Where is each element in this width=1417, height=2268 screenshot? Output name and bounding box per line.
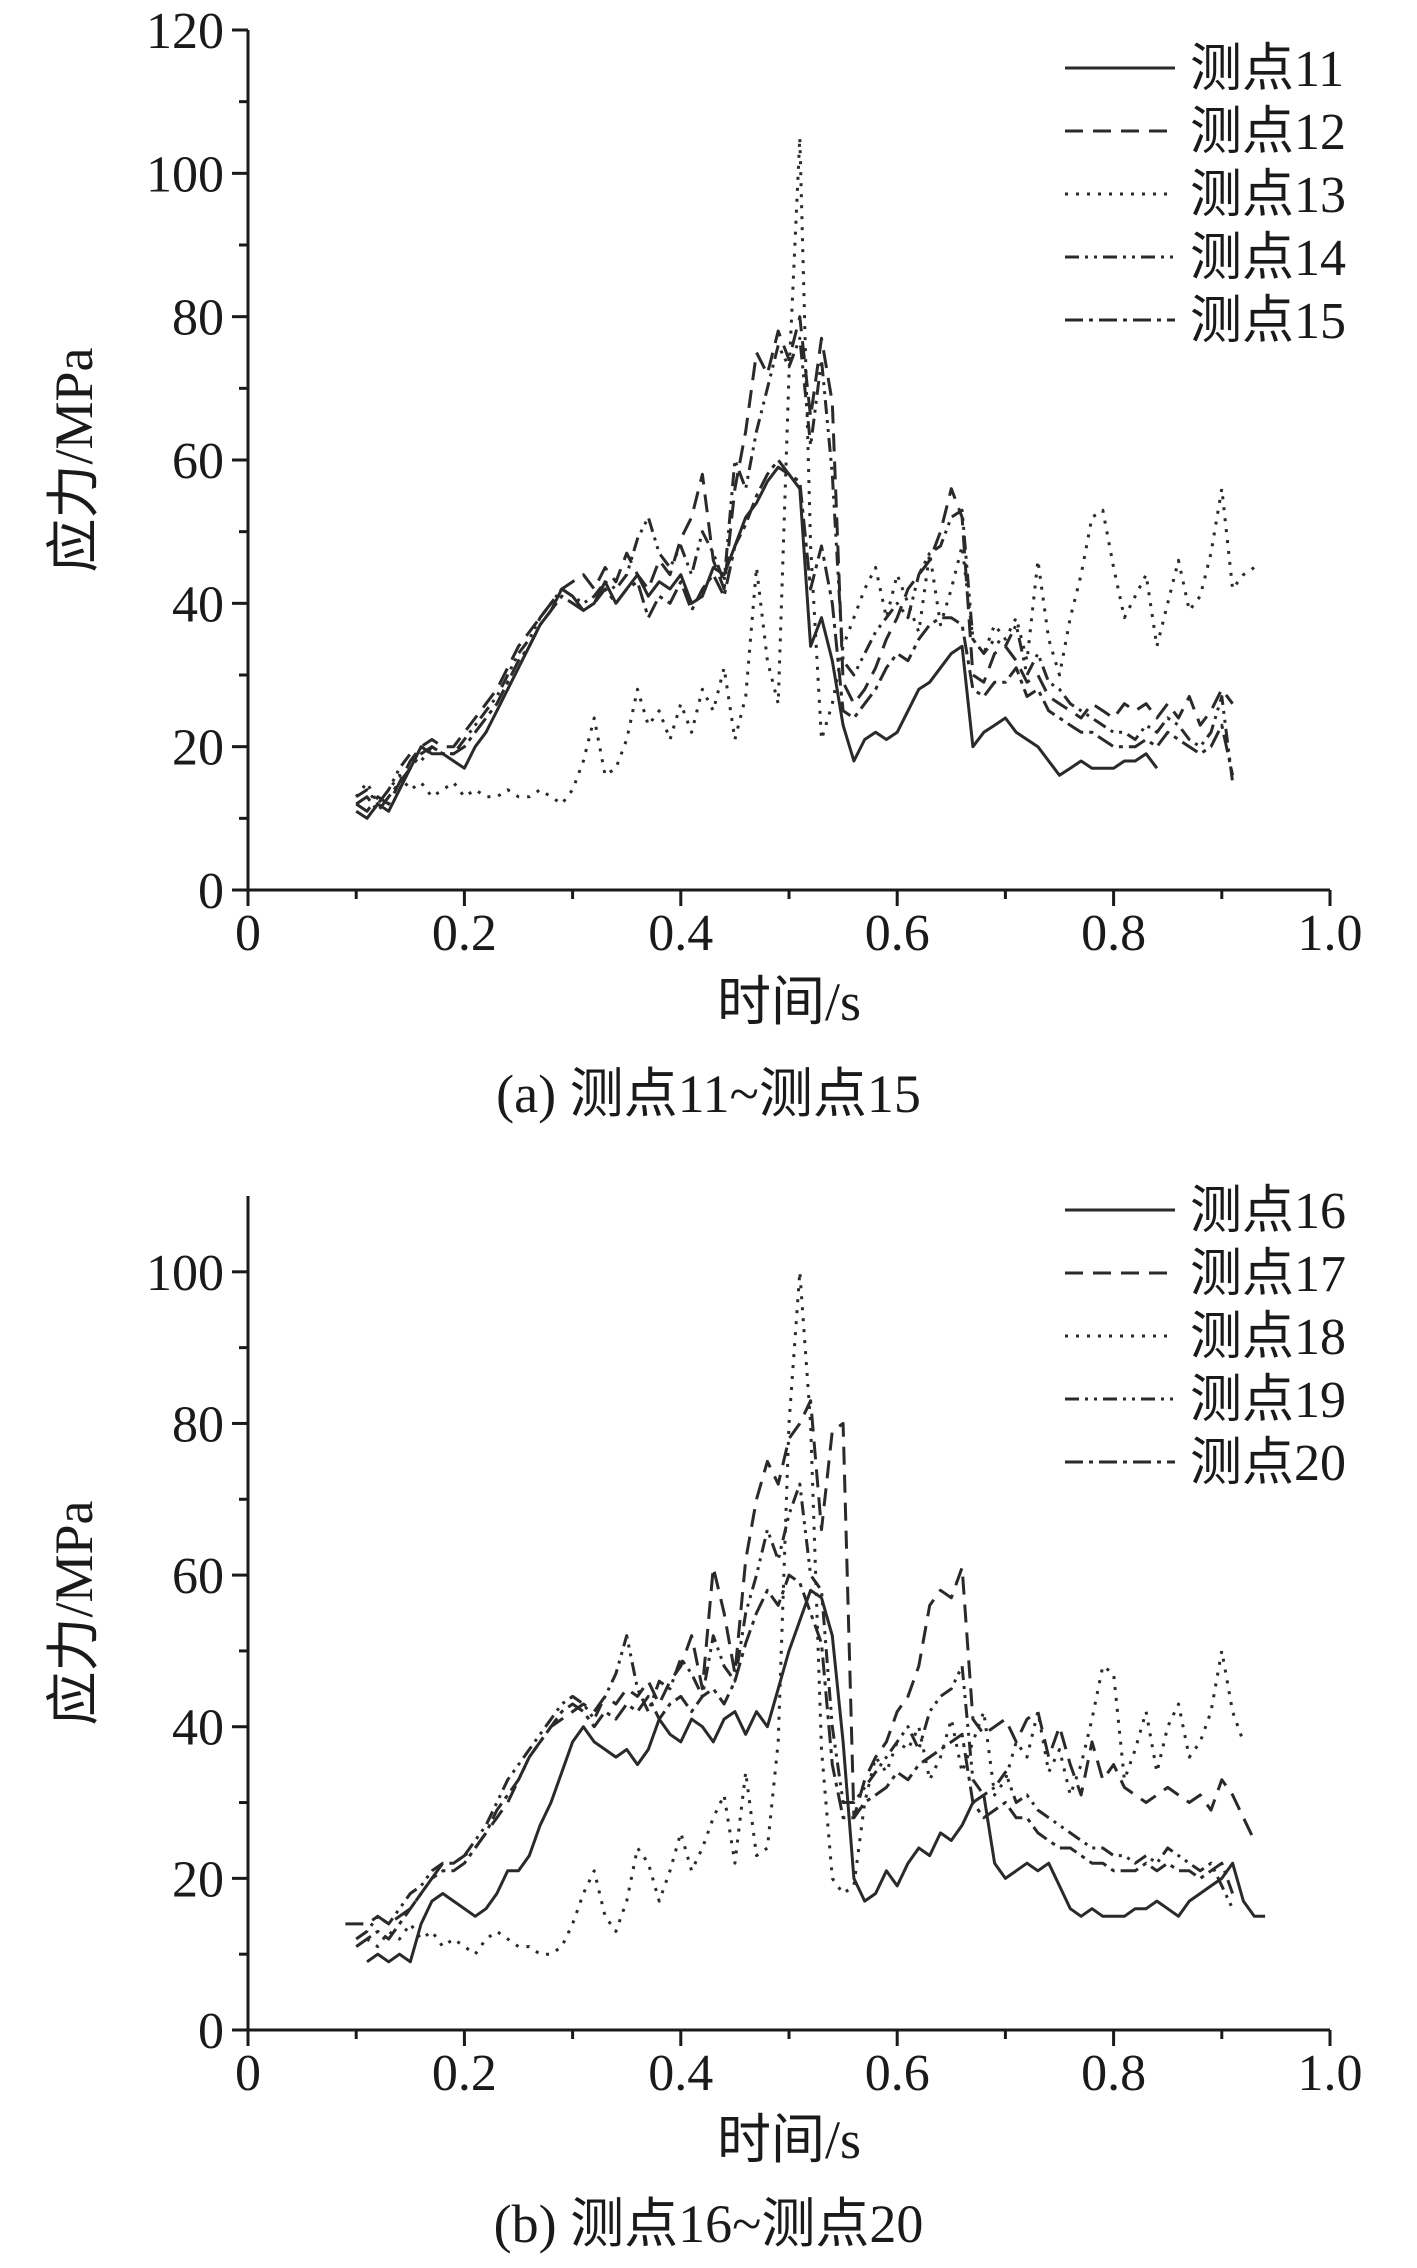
x-tick-label: 0.2 bbox=[432, 2045, 497, 2102]
chart-panel-b: 0 0.2 0.4 0.6 0.8 1.0 0 20 40 60 80 100 时间/s 应力/MPa 测点… bbox=[0, 1134, 1417, 2268]
y-tick-label: 120 bbox=[146, 3, 224, 60]
chart-a-svg: 0 0.2 0.4 0.6 0.8 1.0 0 20 40 60 80 100 120 时间/s 应力/MP… bbox=[44, 3, 1363, 1032]
x-tick-label: 1.0 bbox=[1298, 905, 1363, 962]
legend-label-2: 测点17 bbox=[1190, 1246, 1346, 1303]
chart-b-caption: (b) 测点16~测点20 bbox=[493, 2194, 924, 2254]
x-tick-label: 0.8 bbox=[1081, 2045, 1146, 2102]
y-tick-label: 100 bbox=[146, 1245, 224, 1302]
chart-panel-a: 0 0.2 0.4 0.6 0.8 1.0 0 20 40 60 80 100 120 时间/s 应力/MP… bbox=[44, 3, 1363, 1124]
x-tick-label: 0.6 bbox=[865, 905, 930, 962]
y-tick-label: 0 bbox=[198, 2003, 224, 2060]
legend-label-3: 测点18 bbox=[1190, 1309, 1346, 1366]
series-line-1 bbox=[366, 1588, 1266, 1964]
series-line-3 bbox=[355, 136, 1256, 806]
y-axis-label: 应力/MPa bbox=[44, 1500, 104, 1725]
x-axis-label: 时间/s bbox=[717, 2110, 861, 2170]
x-axis-label: 时间/s bbox=[717, 972, 861, 1032]
legend-label-2: 测点12 bbox=[1190, 104, 1346, 161]
y-axis-label: 应力/MPa bbox=[44, 347, 104, 572]
series-line-5 bbox=[355, 1573, 1235, 1948]
y-tick-label: 60 bbox=[172, 433, 224, 490]
y-tick-label: 80 bbox=[172, 1396, 224, 1453]
chart-a-caption: (a) 测点11~测点15 bbox=[496, 1064, 921, 1124]
x-tick-label: 0 bbox=[235, 2045, 261, 2102]
y-tick-label: 20 bbox=[172, 1851, 224, 1908]
series-line-4 bbox=[355, 336, 1235, 806]
series-line-3 bbox=[366, 1270, 1245, 1956]
y-tick-label: 20 bbox=[172, 720, 224, 777]
legend-label-4: 测点19 bbox=[1190, 1372, 1346, 1429]
y-tick-label: 80 bbox=[172, 290, 224, 347]
x-tick-label: 0.4 bbox=[648, 2045, 713, 2102]
legend-label-5: 测点15 bbox=[1190, 293, 1346, 350]
legend-label-5: 测点20 bbox=[1190, 1435, 1346, 1492]
x-tick-label: 0 bbox=[235, 905, 261, 962]
series-line-4 bbox=[355, 1482, 1234, 1941]
legend-label-1: 测点11 bbox=[1190, 41, 1344, 98]
x-tick-label: 0.8 bbox=[1081, 905, 1146, 962]
x-tick-label: 0.4 bbox=[648, 905, 713, 962]
legend-label-3: 测点13 bbox=[1190, 167, 1346, 224]
y-tick-label: 0 bbox=[198, 863, 224, 920]
series-line-1 bbox=[355, 465, 1159, 820]
y-tick-label: 40 bbox=[172, 1700, 224, 1757]
y-tick-label: 100 bbox=[146, 146, 224, 203]
series-line-2 bbox=[355, 315, 1234, 813]
y-tick-label: 60 bbox=[172, 1548, 224, 1605]
chart-b-svg: 0 0.2 0.4 0.6 0.8 1.0 0 20 40 60 80 100 时间/s 应力/MPa 测点… bbox=[44, 1183, 1363, 2170]
y-tick-label: 40 bbox=[172, 576, 224, 633]
series-line-5 bbox=[355, 458, 1235, 813]
series-line-2 bbox=[345, 1399, 1256, 1926]
legend-label-1: 测点16 bbox=[1190, 1183, 1346, 1240]
legend-label-4: 测点14 bbox=[1190, 230, 1346, 287]
x-tick-label: 1.0 bbox=[1298, 2045, 1363, 2102]
x-tick-label: 0.2 bbox=[432, 905, 497, 962]
x-tick-label: 0.6 bbox=[865, 2045, 930, 2102]
